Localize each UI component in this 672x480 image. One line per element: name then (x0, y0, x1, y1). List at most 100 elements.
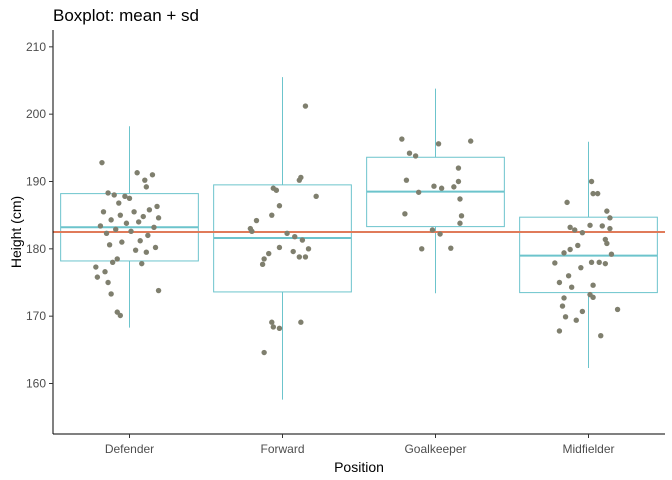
data-point (588, 178, 595, 185)
data-point (415, 189, 422, 195)
data-point (135, 219, 142, 225)
data-point (276, 325, 283, 331)
data-point (458, 213, 465, 219)
data-point (594, 190, 601, 197)
data-point (266, 250, 272, 257)
data-point (448, 245, 454, 251)
data-point (117, 312, 124, 319)
data-point (253, 217, 260, 224)
data-point (568, 284, 575, 290)
data-point (276, 203, 283, 209)
data-point (146, 207, 153, 213)
data-point (561, 295, 567, 301)
data-point (119, 239, 125, 245)
data-point (143, 249, 150, 255)
data-point (305, 246, 312, 252)
data-point (406, 150, 413, 156)
data-point (313, 193, 319, 200)
data-point (142, 177, 148, 183)
data-point (284, 230, 290, 237)
x-axis-ticks: Defender Forward Goalkeeper Midfielder (105, 434, 615, 456)
data-point (145, 232, 151, 239)
data-point (132, 247, 139, 253)
data-point (299, 237, 306, 243)
data-point (102, 269, 108, 275)
data-point (451, 184, 457, 190)
data-point (122, 193, 128, 200)
data-point (114, 256, 120, 262)
data-point (435, 141, 442, 147)
data-point (117, 212, 124, 218)
plot-area (53, 77, 665, 400)
y-tick-label: 160 (26, 377, 46, 391)
data-point (143, 184, 150, 190)
box-goalkeeper (366, 88, 505, 294)
data-point (128, 228, 134, 235)
data-point (105, 279, 111, 286)
data-point (561, 250, 567, 256)
y-axis-title: Height (cm) (8, 196, 24, 268)
data-point (302, 103, 309, 109)
data-point (412, 153, 419, 159)
data-point (298, 319, 304, 325)
data-point (269, 319, 275, 325)
data-point (559, 303, 566, 309)
data-point (93, 264, 99, 270)
data-point (296, 177, 303, 183)
y-tick-label: 200 (26, 107, 46, 121)
data-point (587, 222, 593, 228)
data-point (402, 211, 408, 217)
data-point (602, 260, 609, 267)
data-point (105, 190, 111, 196)
data-point (614, 306, 621, 313)
data-point (100, 209, 107, 215)
data-point (578, 264, 584, 271)
box-midfielder (519, 141, 658, 369)
data-point (455, 178, 462, 185)
data-point (604, 208, 610, 214)
data-point (403, 177, 410, 183)
data-point (276, 244, 283, 251)
data-point (137, 238, 143, 244)
data-point (261, 349, 267, 356)
data-point (273, 187, 280, 193)
data-point (103, 230, 110, 237)
x-tick-label-goalkeeper: Goalkeeper (404, 442, 466, 456)
data-point (438, 185, 445, 191)
data-point (590, 282, 596, 288)
data-point (116, 200, 122, 206)
data-point (108, 291, 114, 297)
data-point (573, 317, 579, 323)
data-point (556, 328, 563, 334)
data-point (108, 217, 114, 223)
data-point (139, 260, 145, 267)
y-tick-label: 170 (26, 309, 46, 323)
data-point (437, 231, 443, 237)
y-tick-label: 180 (26, 242, 46, 256)
data-point (467, 138, 474, 144)
data-point (567, 246, 573, 253)
chart-title: Boxplot: mean + sd (53, 6, 200, 25)
data-point (261, 256, 267, 262)
data-point (552, 260, 558, 266)
data-point (575, 242, 581, 249)
data-point (607, 215, 613, 221)
data-point (97, 223, 104, 229)
data-point (567, 224, 573, 230)
data-point (596, 259, 602, 265)
box-forward (213, 77, 352, 400)
data-point (134, 170, 140, 176)
data-point (151, 224, 157, 230)
y-tick-label: 210 (26, 40, 46, 54)
data-point (457, 196, 463, 202)
data-point (126, 195, 133, 202)
y-axis-ticks: 160 170 180 190 200 210 (26, 40, 53, 391)
data-point (588, 259, 595, 265)
data-point (590, 190, 596, 197)
data-point (572, 227, 578, 233)
data-point (599, 223, 605, 229)
data-point (556, 279, 563, 286)
data-point (290, 248, 296, 255)
data-point (457, 220, 463, 226)
